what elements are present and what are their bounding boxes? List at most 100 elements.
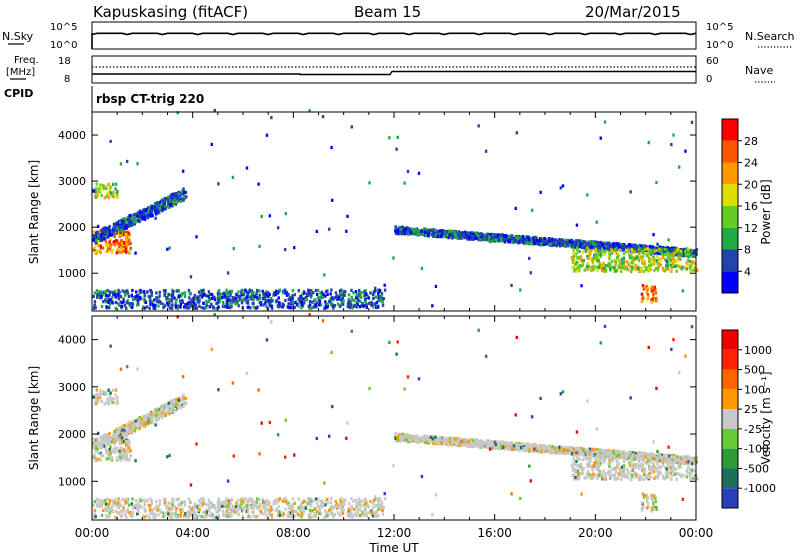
power-cell [464, 230, 467, 234]
power-cell [431, 230, 434, 234]
power-cell [627, 263, 630, 267]
power-cell [580, 245, 583, 249]
power-cell [107, 306, 111, 310]
power-cell [367, 301, 371, 305]
velocity-cell [654, 453, 657, 457]
power-cell [575, 247, 579, 251]
velocity-cell [151, 420, 154, 424]
power-cell [276, 304, 279, 308]
power-cell [196, 300, 199, 304]
power-cell [650, 300, 653, 304]
power-cell [151, 214, 154, 218]
velocity-cell [469, 440, 472, 444]
power-cell [99, 183, 102, 187]
power-cell [329, 296, 333, 300]
power-cell [289, 302, 293, 306]
power-cell [591, 240, 595, 245]
power-cell [273, 291, 276, 295]
power-cell [353, 299, 356, 303]
power-cell [359, 299, 362, 304]
power-cell [264, 301, 267, 305]
power-cell [597, 249, 600, 253]
power-cell [150, 302, 153, 306]
power-cell [404, 228, 407, 232]
power-cell [166, 296, 169, 300]
power-cell [500, 239, 503, 243]
power-cell [637, 247, 641, 251]
power-cell [339, 295, 343, 299]
velocity-cell [97, 396, 100, 401]
power-cell [146, 206, 150, 210]
power-cell [114, 300, 118, 305]
power-cell [205, 306, 208, 310]
velocity-cell [102, 441, 106, 445]
power-cell [559, 186, 563, 190]
power-cell [297, 289, 301, 293]
power-cell [661, 255, 665, 260]
power-cell [265, 304, 268, 309]
power-cell [561, 184, 565, 188]
power-cell [616, 268, 620, 272]
nsky-tick-high: 10^5 [50, 22, 77, 33]
velocity-cell [113, 435, 117, 439]
power-cell [106, 247, 110, 251]
power-cell [143, 294, 146, 298]
velocity-cell [417, 439, 420, 443]
velocity-cell [177, 404, 181, 408]
velocity-cell [142, 419, 145, 423]
power-cell [601, 243, 604, 247]
power-cell [476, 231, 480, 235]
power-cell [681, 249, 684, 253]
power-cell [367, 296, 371, 300]
velocity-cell [177, 398, 181, 402]
power-cell [240, 301, 244, 305]
power-cell [210, 142, 213, 147]
power-cell [181, 298, 184, 303]
power-cell [308, 306, 311, 310]
power-cell [182, 292, 185, 296]
velocity-cell [138, 415, 141, 420]
velocity-cell [105, 451, 108, 455]
power-cell [108, 192, 111, 197]
power-cell [246, 301, 250, 305]
velocity-cell [122, 453, 126, 457]
power-cell [649, 267, 652, 272]
power-cell [592, 267, 596, 271]
velocity-cell [101, 435, 104, 439]
power-cell [95, 234, 99, 239]
velocity-cell [138, 426, 141, 430]
power-cell [558, 241, 562, 245]
nsearch-tick-low: 10^0 [706, 40, 733, 51]
power-cell [152, 206, 155, 210]
power-cell [423, 230, 427, 234]
power-cell [95, 241, 98, 245]
velocity-cell [519, 443, 522, 447]
power-cell [108, 302, 112, 306]
power-cell [251, 293, 255, 298]
power-cell [226, 295, 229, 299]
power-cell [588, 249, 592, 253]
power-cell [114, 187, 117, 191]
power-cell [403, 232, 407, 236]
power-cell [618, 243, 622, 247]
power-cell [629, 253, 632, 257]
power-cell [692, 249, 696, 253]
power-cell [659, 263, 663, 267]
velocity-cell [166, 406, 169, 410]
power-cell [276, 226, 280, 230]
power-cell [92, 248, 95, 252]
velocity-cell [184, 396, 188, 401]
power-cell [686, 263, 690, 267]
power-cell [690, 261, 694, 265]
velocity-cell [118, 457, 121, 462]
power-cell [134, 213, 137, 217]
power-cell [230, 289, 234, 293]
power-cell [609, 262, 612, 266]
power-cell [668, 246, 671, 251]
power-cell [538, 238, 541, 243]
power-cell [526, 235, 529, 239]
power-cell [119, 223, 122, 228]
power-cell [106, 242, 110, 246]
power-cell [118, 250, 121, 254]
velocity-cell [125, 439, 129, 443]
